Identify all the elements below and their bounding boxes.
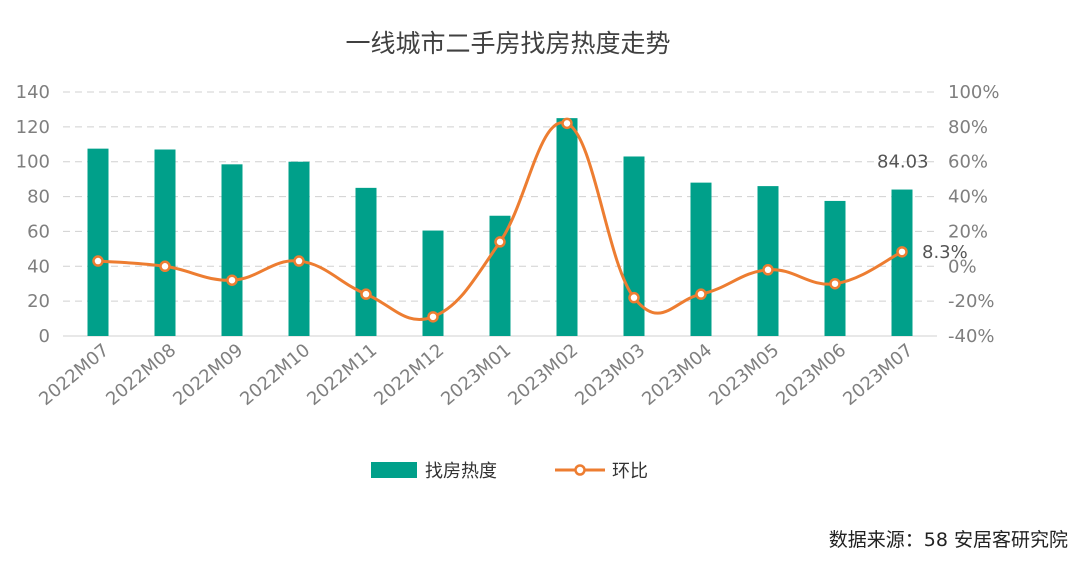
- right-tick-label: 0%: [948, 256, 977, 277]
- bar: [489, 215, 511, 336]
- left-tick-label: 120: [16, 117, 50, 138]
- chart-title: 一线城市二手房找房热度走势: [345, 29, 670, 58]
- line-series: [92, 117, 908, 323]
- x-tick-label: 2023M03: [571, 340, 649, 410]
- bar: [757, 186, 779, 336]
- bar: [154, 149, 176, 336]
- line-point: [896, 246, 908, 258]
- line-point: [561, 117, 573, 130]
- bar: [221, 164, 243, 336]
- right-tick-label: 40%: [948, 187, 988, 208]
- x-tick-label: 2023M06: [772, 340, 850, 410]
- left-tick-label: 40: [27, 256, 50, 277]
- x-tick-label: 2022M09: [169, 340, 247, 410]
- line-point: [159, 260, 171, 273]
- right-tick-label: -40%: [948, 326, 995, 347]
- bar: [824, 200, 846, 336]
- bar: [288, 161, 310, 336]
- legend-line-marker: [574, 464, 586, 476]
- x-tick-label: 2022M07: [35, 340, 113, 410]
- line-path: [97, 121, 903, 322]
- left-tick-label: 60: [27, 221, 50, 242]
- data-labels: 84.03 8.3%: [877, 152, 968, 263]
- right-tick-label: 100%: [948, 82, 999, 103]
- left-tick-label: 100: [16, 152, 50, 173]
- left-tick-label: 20: [27, 291, 50, 312]
- legend-line-label: 环比: [612, 461, 648, 482]
- line-point: [293, 255, 305, 267]
- right-tick-label: 80%: [948, 117, 988, 138]
- bar: [355, 187, 377, 336]
- data-label: 8.3%: [922, 242, 968, 263]
- bar: [623, 156, 645, 336]
- legend-bar-label: 找房热度: [425, 461, 497, 482]
- legend[interactable]: 找房热度 环比: [371, 461, 648, 482]
- bar: [556, 118, 578, 337]
- line-point: [360, 288, 372, 300]
- line-point: [226, 274, 238, 286]
- data-label: 84.03: [877, 152, 929, 173]
- bar-series: [87, 118, 913, 337]
- bar: [891, 189, 913, 336]
- line-point: [494, 236, 506, 248]
- x-tick-label: 2023M07: [839, 340, 917, 410]
- left-axis: 0 20 40 60 80 100 120 140: [16, 82, 50, 347]
- right-tick-label: 60%: [948, 152, 988, 173]
- legend-bar-swatch: [371, 462, 417, 478]
- right-tick-label: 20%: [948, 221, 988, 242]
- line-point: [427, 311, 439, 323]
- line-point: [762, 264, 774, 276]
- x-tick-label: 2023M02: [504, 340, 582, 410]
- source-note: 数据来源：58 安居客研究院: [829, 529, 1068, 551]
- x-axis: 2022M072022M082022M092022M102022M112022M…: [35, 340, 917, 410]
- left-tick-label: 0: [39, 326, 50, 347]
- x-tick-label: 2023M05: [705, 340, 783, 410]
- bar: [690, 182, 712, 336]
- x-tick-label: 2023M04: [638, 340, 716, 410]
- x-tick-label: 2022M10: [236, 340, 314, 410]
- bar: [87, 148, 109, 336]
- bar: [422, 230, 444, 336]
- x-tick-label: 2022M12: [370, 340, 448, 410]
- x-tick-label: 2022M08: [102, 340, 180, 410]
- line-point: [829, 277, 841, 290]
- x-tick-label: 2023M01: [437, 340, 515, 410]
- left-tick-label: 140: [16, 82, 50, 103]
- line-point: [628, 291, 640, 304]
- right-axis: -40% -20% 0% 20% 40% 60% 80% 100%: [948, 82, 999, 347]
- line-point: [92, 255, 104, 267]
- left-tick-label: 80: [27, 187, 50, 208]
- right-tick-label: -20%: [948, 291, 995, 312]
- x-tick-label: 2022M11: [303, 340, 381, 410]
- line-point: [695, 288, 707, 300]
